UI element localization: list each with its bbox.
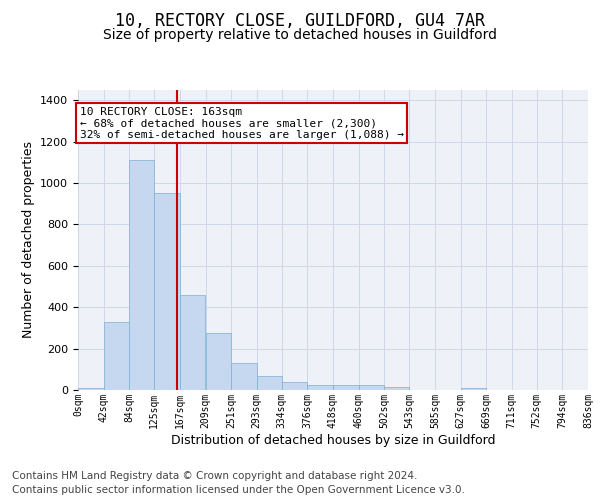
Bar bbox=[384, 387, 409, 390]
Bar bbox=[333, 385, 359, 390]
X-axis label: Distribution of detached houses by size in Guildford: Distribution of detached houses by size … bbox=[171, 434, 495, 446]
Bar bbox=[307, 385, 333, 390]
Text: Contains public sector information licensed under the Open Government Licence v3: Contains public sector information licen… bbox=[12, 485, 465, 495]
Bar bbox=[282, 382, 307, 390]
Bar bbox=[129, 160, 154, 390]
Bar bbox=[257, 376, 282, 390]
Bar bbox=[180, 295, 205, 390]
Text: Size of property relative to detached houses in Guildford: Size of property relative to detached ho… bbox=[103, 28, 497, 42]
Bar bbox=[205, 333, 231, 390]
Bar bbox=[231, 363, 257, 390]
Bar bbox=[461, 388, 486, 390]
Text: 10 RECTORY CLOSE: 163sqm
← 68% of detached houses are smaller (2,300)
32% of sem: 10 RECTORY CLOSE: 163sqm ← 68% of detach… bbox=[80, 106, 404, 140]
Y-axis label: Number of detached properties: Number of detached properties bbox=[22, 142, 35, 338]
Text: Contains HM Land Registry data © Crown copyright and database right 2024.: Contains HM Land Registry data © Crown c… bbox=[12, 471, 418, 481]
Bar bbox=[104, 322, 129, 390]
Bar bbox=[359, 385, 384, 390]
Bar bbox=[154, 194, 180, 390]
Bar bbox=[78, 388, 104, 390]
Text: 10, RECTORY CLOSE, GUILDFORD, GU4 7AR: 10, RECTORY CLOSE, GUILDFORD, GU4 7AR bbox=[115, 12, 485, 30]
